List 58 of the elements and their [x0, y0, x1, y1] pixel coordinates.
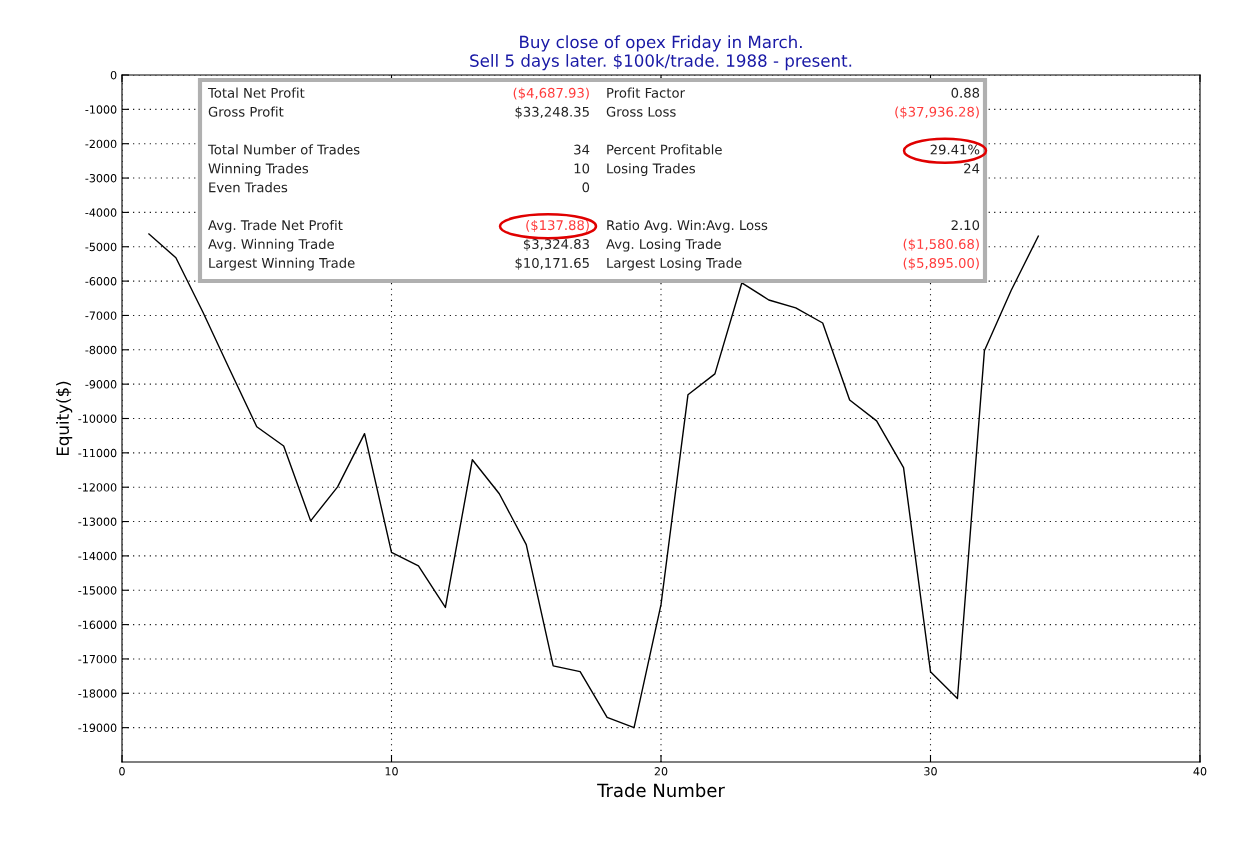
annotation: ($4,687.93) [513, 87, 589, 100]
annotation: $33,248.35 [515, 106, 589, 119]
annotation: 0.88 [951, 87, 980, 98]
annotation: $3,324.83 [523, 238, 589, 251]
annotation: ($5,895.00) [903, 257, 979, 270]
y-tick-label: -10000 [78, 414, 117, 423]
annotation: ($1,580.68) [903, 238, 979, 251]
y-tick-label: -18000 [78, 689, 117, 698]
y-tick-label: -6000 [85, 277, 117, 286]
annotation: $10,171.65 [515, 257, 589, 270]
x-tick-label: 0 [119, 767, 125, 776]
annotation: ($37,936.28) [895, 106, 979, 119]
annotation: Avg. Losing Trade [606, 238, 721, 252]
annotation: 2.10 [951, 220, 980, 231]
y-tick-label: -3000 [85, 174, 117, 183]
x-axis-title: Trade Number [597, 783, 725, 798]
annotation: Losing Trades [607, 163, 696, 176]
y-tick-label: -19000 [78, 723, 117, 733]
annotation: Largest Losing Trade [607, 257, 742, 271]
annotation: Even Trades [209, 182, 288, 193]
annotation: Gross Loss [606, 106, 676, 117]
annotation: Total Number of Trades [207, 144, 360, 155]
y-tick-label: -4000 [85, 208, 117, 217]
y-tick-label: -11000 [78, 448, 117, 458]
annotation: Largest Winning Trade [209, 257, 355, 271]
annotation: 29.41% [930, 144, 980, 155]
y-tick-label: -9000 [85, 380, 117, 389]
y-tick-label: -5000 [85, 242, 117, 252]
x-tick-label: 30 [924, 767, 937, 776]
y-tick-label: -12000 [78, 483, 117, 492]
x-tick-label: 10 [385, 767, 398, 776]
x-tick-label: 20 [654, 767, 668, 776]
annotation: 0 [582, 182, 590, 193]
y-tick-label: -13000 [78, 517, 117, 526]
x-tick-label: 40 [1193, 767, 1207, 776]
y-axis-title: Equity($) [56, 381, 73, 456]
annotation: Winning Trades [208, 163, 309, 176]
y-tick-label: -7000 [85, 311, 117, 320]
y-tick-label: -17000 [78, 654, 117, 664]
y-tick-label: 0 [110, 70, 117, 80]
annotation: Profit Factor [607, 87, 685, 98]
y-tick-label: -8000 [85, 345, 117, 355]
annotation: ($137.88) [526, 219, 589, 232]
y-tick-label: -14000 [78, 551, 117, 561]
chart-title: Buy close of opex Friday in March. Sell 5 days later. $100k/trade. 1988 - present. [470, 35, 852, 71]
annotation: 34 [574, 144, 590, 155]
annotation: Total Net Profit [207, 87, 305, 98]
annotation: Ratio Avg. Win:Avg. Loss [607, 219, 768, 233]
y-tick-label: -15000 [78, 586, 117, 595]
annotation: Avg. Winning Trade [208, 238, 334, 252]
annotation: 24 [964, 163, 980, 174]
annotation: Gross Profit [208, 106, 284, 117]
annotation: Percent Profitable [607, 144, 722, 155]
y-tick-label: -1000 [85, 105, 117, 114]
annotation: Avg. Trade Net Profit [208, 219, 343, 233]
y-tick-label: -2000 [85, 139, 117, 149]
y-tick-label: -16000 [78, 620, 117, 629]
annotation: 10 [574, 163, 590, 174]
